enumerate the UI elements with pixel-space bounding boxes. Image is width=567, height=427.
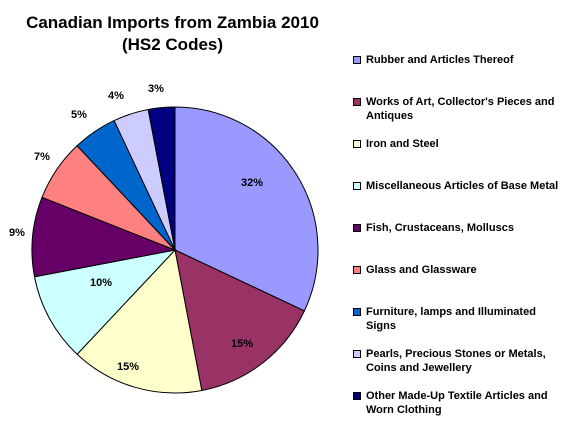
legend-label-6: Glass and Glassware xyxy=(366,264,477,276)
slice-data-label-6: 7% xyxy=(34,151,50,163)
legend-label-9: Other Made-Up Textile Articles and Worn … xyxy=(366,390,548,416)
slice-data-label-2: 15% xyxy=(231,338,253,350)
chart-title: Canadian Imports from Zambia 2010 (HS2 C… xyxy=(0,12,345,56)
legend-swatch-9 xyxy=(353,392,361,400)
pie-slice-3 xyxy=(76,248,203,394)
chart-title-line-1: Canadian Imports from Zambia 2010 xyxy=(26,13,319,32)
legend-item-6: Glass and Glassware xyxy=(353,263,563,277)
legend-label-4: Miscellaneous Articles of Base Metal xyxy=(366,180,559,192)
slice-data-label-4: 10% xyxy=(90,277,112,289)
slice-data-label-1: 32% xyxy=(241,177,263,189)
legend-item-2: Works of Art, Collector's Pieces and Ant… xyxy=(353,95,563,123)
legend-swatch-8 xyxy=(353,350,361,358)
legend-swatch-7 xyxy=(353,308,361,316)
pie-slice-9 xyxy=(147,106,176,251)
slice-data-label-8: 4% xyxy=(108,90,124,102)
legend-swatch-6 xyxy=(353,266,361,274)
slice-data-label-9: 3% xyxy=(148,83,164,95)
legend-item-3: Iron and Steel xyxy=(353,137,563,151)
pie-slice-1 xyxy=(174,106,319,312)
pie-chart: 32% 15% 15% 10% 9% 7% 5% 4% 3% xyxy=(9,83,319,394)
pie-slice-4 xyxy=(33,249,177,355)
legend-label-2: Works of Art, Collector's Pieces and Ant… xyxy=(366,96,555,122)
pie-slice-5 xyxy=(31,196,177,278)
legend-label-1: Rubber and Articles Thereof xyxy=(366,54,514,66)
legend-item-5: Fish, Crustaceans, Molluscs xyxy=(353,221,563,235)
legend-item-9: Other Made-Up Textile Articles and Worn … xyxy=(353,389,563,417)
legend-item-7: Furniture, lamps and Illuminated Signs xyxy=(353,305,563,333)
legend-swatch-4 xyxy=(353,182,361,190)
legend-item-1: Rubber and Articles Thereof xyxy=(353,53,563,67)
legend-item-4: Miscellaneous Articles of Base Metal xyxy=(353,179,563,193)
slice-data-label-5: 9% xyxy=(9,227,25,239)
slice-data-label-7: 5% xyxy=(71,109,87,121)
legend: Rubber and Articles Thereof Works of Art,… xyxy=(352,0,563,427)
legend-label-5: Fish, Crustaceans, Molluscs xyxy=(366,222,514,234)
pie-slice-2 xyxy=(174,249,306,392)
legend-item-8: Pearls, Precious Stones or Metals, Coins… xyxy=(353,347,563,375)
legend-swatch-1 xyxy=(353,56,361,64)
legend-label-7: Furniture, lamps and Illuminated Signs xyxy=(366,306,536,332)
legend-label-8: Pearls, Precious Stones or Metals, Coins… xyxy=(366,348,546,374)
legend-swatch-3 xyxy=(353,140,361,148)
legend-swatch-2 xyxy=(353,98,361,106)
legend-label-3: Iron and Steel xyxy=(366,138,439,150)
slice-data-label-3: 15% xyxy=(117,361,139,373)
chart-title-line-2: (HS2 Codes) xyxy=(121,35,224,54)
legend-swatch-5 xyxy=(353,224,361,232)
